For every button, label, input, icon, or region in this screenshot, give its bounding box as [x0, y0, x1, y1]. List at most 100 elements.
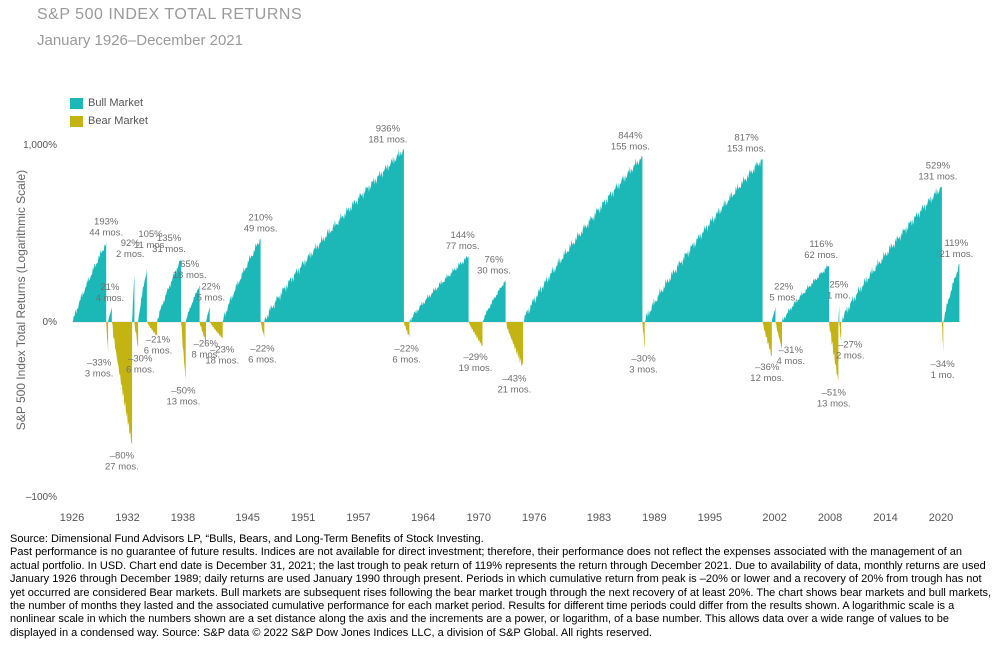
x-tick-label: 1932 [115, 512, 139, 524]
bull-market-area [132, 273, 135, 322]
bear-market-area [642, 322, 645, 348]
bear-months-label: 6 mos. [126, 364, 155, 375]
bull-return-label: 92% [121, 238, 141, 249]
bull-months-label: 18 mos. [173, 270, 207, 281]
bear-return-label: –43% [502, 373, 527, 384]
bear-months-label: 27 mos. [105, 461, 139, 472]
period-annotations: 193%44 mos.21%4 mos.92%2 mos.105%11 mos.… [85, 123, 973, 472]
bear-market-area [775, 322, 782, 349]
bull-months-label: 5 mos. [197, 292, 226, 303]
y-axis-ticks: 1,000% 0% –100% [23, 140, 57, 503]
legend-item-bear: Bear Market [70, 112, 148, 130]
bull-market-area [157, 258, 182, 322]
bear-return-label: –26% [194, 338, 219, 349]
bull-months-label: 11 mos. [134, 240, 167, 251]
bear-market-area [134, 322, 139, 348]
bear-months-label: 3 mos. [85, 369, 114, 380]
bear-market-area [762, 322, 772, 357]
bear-market-area [146, 322, 158, 337]
bear-months-label: 12 mos. [750, 373, 784, 384]
bull-months-label: 4 mos. [96, 293, 125, 304]
bull-return-label: 76% [485, 254, 505, 265]
x-tick-label: 2008 [818, 512, 842, 524]
bull-months-label: 1 mo. [827, 291, 851, 302]
bull-return-label: 65% [180, 259, 200, 270]
bear-market-area [260, 322, 265, 338]
x-tick-label: 1995 [698, 512, 722, 524]
bull-market-area [841, 186, 942, 322]
bull-market-area [771, 307, 776, 322]
bull-months-label: 44 mos. [89, 228, 123, 239]
bear-return-label: –21% [146, 334, 171, 345]
bear-market-area [181, 322, 186, 380]
bear-market-area [106, 322, 109, 352]
bull-return-label: 135% [157, 233, 182, 244]
bull-market-area [838, 305, 840, 322]
disclaimer-note: Past performance is no guarantee of futu… [10, 546, 992, 639]
bull-months-label: 77 mos. [446, 241, 480, 252]
bull-return-label: 119% [945, 238, 969, 249]
bull-months-label: 49 mos. [244, 223, 278, 234]
bull-months-label: 181 mos. [368, 134, 407, 145]
legend-label-bear: Bear Market [88, 115, 148, 127]
x-tick-label: 1989 [642, 512, 666, 524]
bull-months-label: 155 mos. [611, 141, 650, 152]
bull-months-label: 5 mos. [769, 292, 798, 303]
bear-return-label: –22% [395, 344, 420, 355]
x-tick-label: 1964 [411, 512, 435, 524]
footnotes: Source: Dimensional Fund Advisors LP, “B… [10, 533, 992, 640]
x-tick-label: 2002 [762, 512, 786, 524]
x-tick-label: 1983 [587, 512, 611, 524]
bull-months-label: 30 mos. [477, 265, 511, 276]
bear-months-label: 18 mos. [205, 356, 239, 367]
x-axis-ticks: 1926 1932 1938 1945 1951 1957 1964 1970 1976 1983… [60, 512, 953, 524]
y-tick-label: 1,000% [23, 140, 57, 151]
x-tick-label: 1951 [291, 512, 315, 524]
bull-months-label: 153 mos. [727, 143, 766, 154]
bull-market-area [222, 238, 261, 322]
chart-title: S&P 500 INDEX TOTAL RETURNS [37, 6, 303, 23]
x-tick-label: 1957 [346, 512, 370, 524]
bull-months-label: 21 mos. [939, 249, 973, 260]
bull-months-label: 2 mos. [116, 249, 145, 260]
bear-return-label: –36% [755, 362, 780, 373]
bear-return-label: –31% [779, 345, 804, 356]
bull-return-label: 105% [138, 229, 163, 240]
bear-months-label: 2 mos. [836, 351, 865, 362]
legend-item-bull: Bull Market [70, 94, 148, 112]
bear-months-label: 6 mos. [248, 355, 277, 366]
bull-market-area [72, 242, 107, 322]
bear-months-label: 21 mos. [497, 384, 531, 395]
bear-market-area [468, 322, 483, 347]
bear-months-label: 4 mos. [776, 356, 805, 367]
bear-market-area [941, 322, 944, 354]
bear-market-area [209, 322, 223, 339]
bear-return-label: –29% [463, 352, 488, 363]
chart-subtitle: January 1926–December 2021 [37, 32, 243, 49]
bear-market-area [199, 322, 206, 343]
y-tick-label: 0% [43, 317, 58, 328]
bear-return-label: –30% [128, 353, 153, 364]
y-axis-label: S&P 500 Index Total Returns (Logarithmic… [14, 170, 28, 430]
bull-market-area [185, 285, 200, 322]
bull-market-area [206, 307, 210, 322]
legend: Bull Market Bear Market [70, 94, 148, 130]
bull-market-area [138, 269, 147, 322]
bull-market-area [108, 307, 112, 322]
x-tick-label: 2014 [873, 512, 897, 524]
bear-market-area [829, 322, 839, 382]
bear-return-label: –27% [838, 340, 863, 351]
bear-return-label: –30% [631, 353, 656, 364]
x-tick-label: 1970 [467, 512, 491, 524]
bear-months-label: 6 mos. [144, 345, 173, 356]
bear-return-label: –33% [87, 358, 112, 369]
bull-market-area [782, 265, 830, 322]
bull-months-label: 31 mos. [152, 244, 186, 255]
y-tick-label: –100% [26, 492, 57, 503]
bear-months-label: 13 mos. [817, 399, 851, 410]
bear-months-label: 8 mos. [192, 349, 221, 360]
bear-months-label: 13 mos. [166, 397, 200, 408]
legend-swatch-bull [70, 97, 83, 109]
bear-return-label: –80% [110, 450, 135, 461]
bull-market-area [264, 149, 404, 322]
